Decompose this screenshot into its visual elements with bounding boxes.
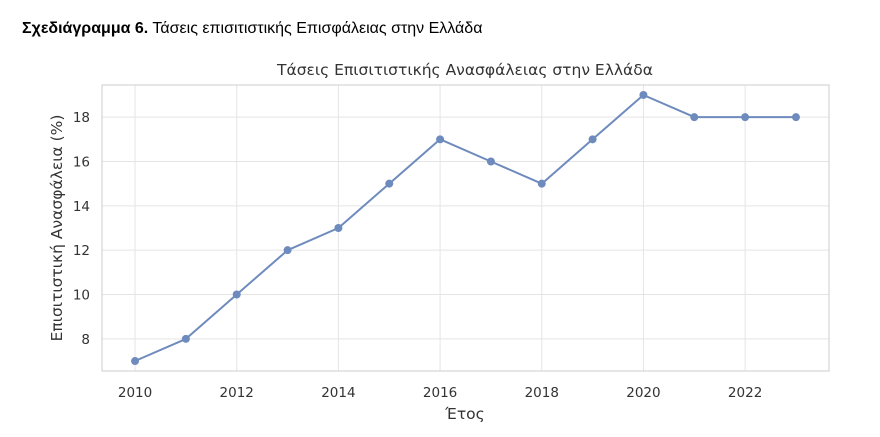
series-line (134, 94, 796, 362)
data-point (181, 334, 190, 343)
y-tick-label: 18 (73, 110, 90, 126)
x-tick-label: 2010 (118, 385, 152, 401)
grid-lines (102, 85, 829, 371)
data-point (537, 179, 546, 188)
data-point (486, 157, 495, 166)
x-tick-label: 2018 (525, 385, 559, 401)
data-point (385, 179, 394, 188)
y-tick-label: 16 (73, 154, 90, 170)
data-point (131, 357, 140, 366)
x-tick-label: 2012 (220, 385, 254, 401)
y-tick-label: 14 (73, 199, 90, 215)
data-point (690, 113, 699, 122)
y-tick-labels: 8 10 12 14 16 18 (73, 110, 90, 348)
data-point (334, 224, 343, 232)
series-line-group (131, 90, 800, 366)
y-tick-label: 8 (81, 332, 90, 348)
data-point (588, 135, 597, 144)
x-axis-label: Έτος (444, 405, 484, 423)
data-point (741, 113, 750, 122)
x-tick-label: 2020 (626, 385, 660, 401)
x-tick-label: 2016 (423, 385, 457, 401)
x-tick-labels: 2010 2012 2014 2016 2018 2020 2022 (118, 385, 762, 401)
y-tick-label: 12 (73, 243, 90, 259)
figure-caption: Σχεδιάγραμμα 6. Τάσεις επισιτιστικής Επι… (22, 20, 482, 38)
figure-caption-text: Τάσεις επισιτιστικής Επισφάλειας στην Ελ… (152, 20, 483, 37)
plot-frame (101, 84, 830, 372)
data-point (436, 135, 445, 144)
figure-caption-label: Σχεδιάγραμμα 6. (22, 20, 149, 37)
x-tick-label: 2022 (728, 385, 762, 401)
data-point (791, 113, 800, 122)
data-point (232, 290, 241, 299)
data-point (639, 90, 648, 99)
data-point (283, 246, 292, 255)
y-axis-label: Επισιτιστική Ανασφάλεια (%) (48, 115, 66, 342)
chart-title: Τάσεις Επισιτιστικής Ανασφάλειας στην Ελ… (276, 61, 653, 79)
x-tick-label: 2014 (321, 385, 355, 401)
y-tick-label: 10 (73, 288, 90, 304)
